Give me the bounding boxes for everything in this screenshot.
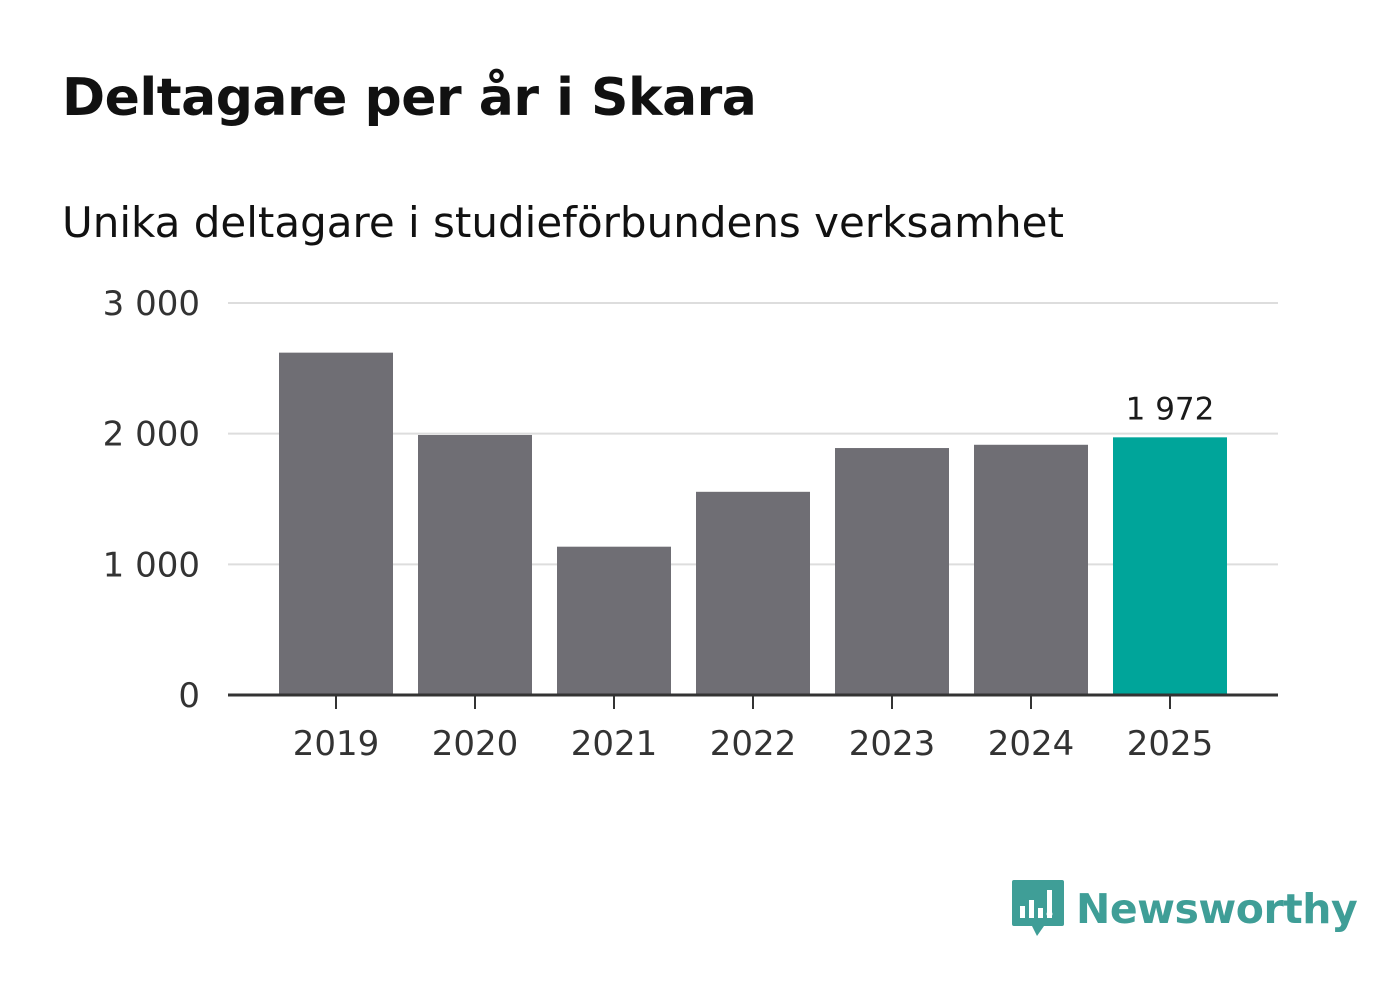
data-label-2025: 1 972 (1126, 391, 1215, 427)
brand-logo: Newsworthy (1010, 878, 1358, 940)
chart-subtitle: Unika deltagare i studieförbundens verks… (62, 198, 1064, 247)
y-tick-label: 3 000 (103, 284, 200, 324)
bar-2024 (974, 444, 1088, 695)
bar-2022 (696, 491, 810, 695)
bar-2021 (557, 546, 671, 695)
x-tick-label: 2019 (293, 724, 380, 764)
bar-chart-speech-bubble-icon (1012, 880, 1064, 936)
x-tick-label: 2023 (849, 724, 936, 764)
y-tick-label: 1 000 (103, 545, 200, 585)
x-tick-label: 2022 (710, 724, 797, 764)
bar-2020 (418, 434, 532, 695)
x-tick-label: 2020 (432, 724, 519, 764)
chart-title: Deltagare per år i Skara (62, 68, 757, 128)
bar-2023 (835, 448, 949, 695)
x-tick-label: 2024 (988, 724, 1075, 764)
y-tick-label: 2 000 (103, 415, 200, 455)
x-tick-label: 2025 (1127, 724, 1214, 764)
y-tick-label: 0 (178, 676, 200, 716)
x-tick-label: 2021 (571, 724, 658, 764)
bar-2019 (279, 352, 393, 695)
brand-name: Newsworthy (1076, 885, 1358, 933)
bar-2025 (1113, 437, 1227, 695)
